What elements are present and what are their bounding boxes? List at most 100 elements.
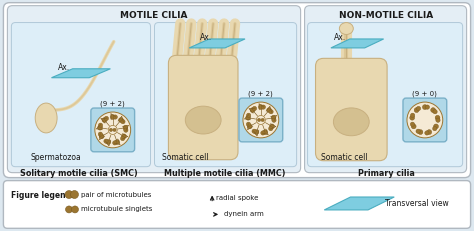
Circle shape <box>269 109 273 114</box>
Circle shape <box>261 131 265 135</box>
Circle shape <box>269 126 273 131</box>
Circle shape <box>65 206 73 213</box>
FancyBboxPatch shape <box>3 181 471 228</box>
Polygon shape <box>52 69 110 78</box>
Circle shape <box>427 130 432 134</box>
Circle shape <box>422 105 427 109</box>
Ellipse shape <box>339 23 353 34</box>
Circle shape <box>414 108 419 112</box>
Circle shape <box>95 112 131 148</box>
Circle shape <box>261 118 264 122</box>
Circle shape <box>418 130 423 134</box>
Circle shape <box>263 130 268 134</box>
Circle shape <box>65 191 73 198</box>
Circle shape <box>102 118 107 122</box>
Circle shape <box>104 139 108 143</box>
FancyBboxPatch shape <box>168 55 238 160</box>
Text: Solitary motile cilia (SMC): Solitary motile cilia (SMC) <box>20 169 138 178</box>
Circle shape <box>121 119 125 124</box>
Circle shape <box>243 102 279 138</box>
Circle shape <box>113 141 117 145</box>
Circle shape <box>120 136 125 141</box>
Circle shape <box>246 115 251 120</box>
Circle shape <box>118 118 123 122</box>
Text: NON-MOTILE CILIA: NON-MOTILE CILIA <box>339 11 433 20</box>
Circle shape <box>270 124 274 129</box>
Circle shape <box>113 115 118 119</box>
FancyBboxPatch shape <box>3 3 471 178</box>
Text: (9 + 2): (9 + 2) <box>100 101 125 107</box>
FancyBboxPatch shape <box>91 108 135 152</box>
Polygon shape <box>324 197 394 210</box>
Text: Figure legend:: Figure legend: <box>11 191 74 200</box>
Circle shape <box>123 125 128 130</box>
Polygon shape <box>189 39 245 48</box>
Circle shape <box>106 140 111 144</box>
Circle shape <box>410 115 415 120</box>
Ellipse shape <box>35 103 57 133</box>
Text: (9 + 2): (9 + 2) <box>248 91 273 97</box>
Circle shape <box>104 116 109 121</box>
Circle shape <box>431 108 436 112</box>
FancyBboxPatch shape <box>239 98 283 142</box>
Text: Multiple motile cilia (MMC): Multiple motile cilia (MMC) <box>164 169 286 178</box>
Circle shape <box>250 108 255 112</box>
Circle shape <box>425 131 429 135</box>
Text: Ax.: Ax. <box>335 33 346 42</box>
Text: dynein arm: dynein arm <box>224 211 264 217</box>
FancyBboxPatch shape <box>305 6 466 173</box>
Circle shape <box>115 140 119 144</box>
Circle shape <box>435 115 440 120</box>
Polygon shape <box>331 39 383 48</box>
Text: (9 + 0): (9 + 0) <box>412 91 438 97</box>
Circle shape <box>416 106 420 111</box>
FancyBboxPatch shape <box>316 58 387 161</box>
Text: Transversal view: Transversal view <box>385 199 449 208</box>
Text: radial spoke: radial spoke <box>216 195 258 201</box>
Circle shape <box>433 109 437 114</box>
Text: microtubule singlets: microtubule singlets <box>81 207 152 213</box>
Ellipse shape <box>333 108 369 136</box>
Circle shape <box>98 132 102 136</box>
Circle shape <box>71 191 79 198</box>
Circle shape <box>254 130 259 134</box>
Circle shape <box>252 106 256 111</box>
Circle shape <box>425 105 429 109</box>
Circle shape <box>433 126 437 131</box>
Circle shape <box>98 123 103 127</box>
Circle shape <box>261 105 265 109</box>
Circle shape <box>407 102 443 138</box>
FancyBboxPatch shape <box>8 6 301 173</box>
Ellipse shape <box>185 106 221 134</box>
Circle shape <box>246 113 251 117</box>
Circle shape <box>258 105 263 109</box>
Circle shape <box>411 124 416 129</box>
Text: pair of microtubules: pair of microtubules <box>81 191 151 198</box>
Text: Ax.: Ax. <box>58 63 70 72</box>
Circle shape <box>256 116 265 125</box>
Circle shape <box>99 134 104 139</box>
Circle shape <box>410 113 415 117</box>
FancyBboxPatch shape <box>155 23 297 167</box>
Circle shape <box>267 108 272 112</box>
Circle shape <box>436 118 440 122</box>
Circle shape <box>98 125 102 130</box>
FancyBboxPatch shape <box>308 23 463 167</box>
Text: Ax.: Ax. <box>200 33 212 42</box>
Circle shape <box>252 129 256 133</box>
Circle shape <box>272 118 276 122</box>
Text: Spermatozoa: Spermatozoa <box>31 153 82 162</box>
Text: Somatic cell: Somatic cell <box>321 153 368 162</box>
FancyBboxPatch shape <box>403 98 447 142</box>
Circle shape <box>108 125 117 134</box>
Circle shape <box>246 122 251 126</box>
Circle shape <box>109 128 112 131</box>
FancyBboxPatch shape <box>11 23 151 167</box>
Circle shape <box>113 128 116 131</box>
Circle shape <box>410 122 415 126</box>
Circle shape <box>416 129 420 133</box>
Circle shape <box>110 115 115 119</box>
Circle shape <box>124 128 128 132</box>
Text: Somatic cell: Somatic cell <box>162 153 209 162</box>
Circle shape <box>72 206 79 213</box>
